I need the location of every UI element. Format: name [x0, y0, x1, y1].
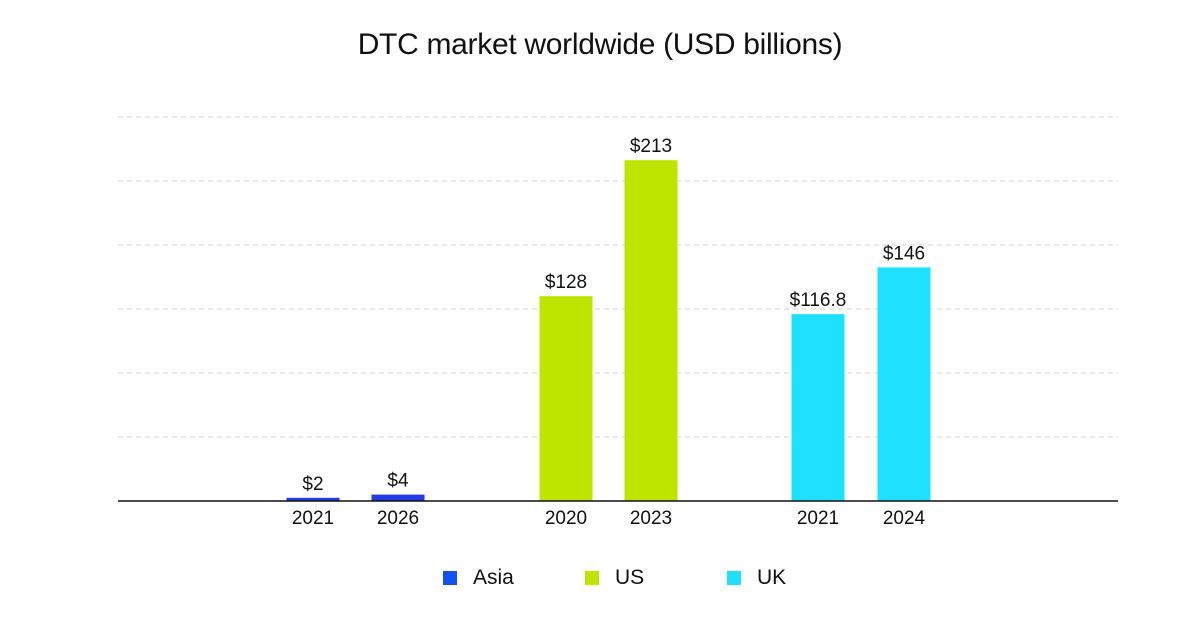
legend-swatch-us	[585, 571, 599, 585]
legend-item-asia: Asia	[443, 566, 514, 590]
x-tick-label-us-2020: 2020	[545, 508, 587, 529]
x-tick-label-uk-2024: 2024	[883, 508, 926, 529]
legend-item-us: US	[585, 566, 644, 590]
bar-us-2020	[539, 296, 593, 501]
gridlines	[118, 116, 1118, 438]
legend-label-uk: UK	[757, 566, 787, 589]
x-tick-label-asia-2026: 2026	[377, 508, 419, 529]
x-tick-label-us-2023: 2023	[630, 508, 672, 529]
data-label-uk-2021: $116.8	[790, 290, 847, 311]
labels: $2 2021 $4 2026 $128 2020 $213 2023 $116.8 2021 $1…	[292, 136, 926, 529]
x-tick-label-uk-2021: 2021	[797, 508, 839, 529]
bar-us-2023	[624, 160, 678, 501]
legend-item-uk: UK	[727, 566, 786, 590]
legend-swatch-uk	[727, 571, 741, 585]
data-label-uk-2024: $146	[883, 243, 925, 264]
data-label-asia-2026: $4	[387, 471, 409, 492]
legend-swatch-asia	[443, 571, 457, 585]
bar-uk-2024	[877, 267, 931, 501]
chart-title: DTC market worldwide (USD billions)	[357, 28, 843, 61]
bar-asia-2026	[371, 494, 425, 501]
bars	[286, 160, 931, 501]
bar-asia-2021	[286, 497, 340, 501]
bar-uk-2021	[791, 314, 845, 501]
data-label-us-2023: $213	[630, 136, 672, 157]
legend-label-asia: Asia	[473, 566, 514, 589]
data-label-asia-2021: $2	[302, 474, 323, 495]
data-label-us-2020: $128	[545, 272, 587, 293]
x-tick-label-asia-2021: 2021	[292, 508, 334, 529]
legend-label-us: US	[615, 566, 645, 589]
